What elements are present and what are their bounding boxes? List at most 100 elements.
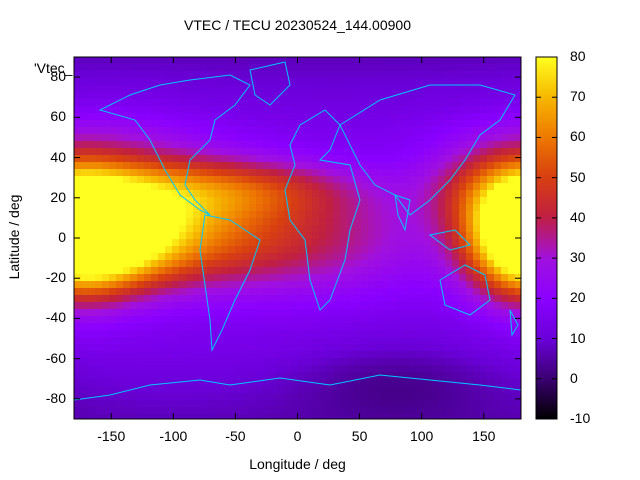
- heatmap-cell: [151, 386, 159, 394]
- heatmap-cell: [235, 176, 243, 184]
- heatmap-cell: [452, 85, 460, 93]
- heatmap-cell: [459, 274, 467, 282]
- heatmap-cell: [487, 176, 495, 184]
- heatmap-cell: [116, 57, 124, 65]
- heatmap-cell: [326, 239, 334, 247]
- heatmap-cell: [480, 141, 488, 149]
- heatmap-cell: [382, 288, 390, 296]
- heatmap-cell: [151, 232, 159, 240]
- heatmap-cell: [200, 344, 208, 352]
- heatmap-cell: [396, 400, 404, 408]
- heatmap-cell: [389, 246, 397, 254]
- heatmap-cell: [102, 316, 110, 324]
- heatmap-cell: [95, 190, 103, 198]
- heatmap-cell: [319, 169, 327, 177]
- heatmap-cell: [438, 120, 446, 128]
- heatmap-cell: [445, 365, 453, 373]
- heatmap-cell: [172, 176, 180, 184]
- heatmap-cell: [515, 379, 521, 387]
- heatmap-cell: [354, 253, 362, 261]
- heatmap-cell: [284, 85, 292, 93]
- heatmap-cell: [382, 64, 390, 72]
- heatmap-cell: [312, 239, 320, 247]
- heatmap-cell: [179, 169, 187, 177]
- heatmap-cell: [256, 134, 264, 142]
- heatmap-cell: [375, 204, 383, 212]
- heatmap-cell: [347, 57, 355, 65]
- heatmap-cell: [88, 99, 96, 107]
- heatmap-cell: [263, 295, 271, 303]
- heatmap-cell: [249, 288, 257, 296]
- heatmap-cell: [109, 386, 117, 394]
- heatmap-cell: [466, 358, 474, 366]
- heatmap-cell: [298, 267, 306, 275]
- heatmap-cell: [501, 309, 509, 317]
- heatmap-cell: [270, 316, 278, 324]
- heatmap-cell: [165, 393, 173, 401]
- heatmap-cell: [235, 141, 243, 149]
- heatmap-cell: [382, 414, 390, 419]
- heatmap-cell: [298, 358, 306, 366]
- heatmap-cell: [179, 92, 187, 100]
- heatmap-cell: [445, 295, 453, 303]
- heatmap-cell: [403, 337, 411, 345]
- heatmap-cell: [368, 393, 376, 401]
- heatmap-cell: [102, 127, 110, 135]
- heatmap-cell: [116, 393, 124, 401]
- heatmap-cell: [179, 176, 187, 184]
- heatmap-cell: [368, 330, 376, 338]
- heatmap-cell: [214, 246, 222, 254]
- heatmap-cell: [291, 288, 299, 296]
- heatmap-cell: [74, 365, 82, 373]
- heatmap-cell: [305, 281, 313, 289]
- heatmap-cell: [410, 323, 418, 331]
- heatmap-cell: [151, 155, 159, 163]
- heatmap-cell: [123, 330, 131, 338]
- heatmap-cell: [270, 155, 278, 163]
- heatmap-cell: [102, 169, 110, 177]
- heatmap-cell: [116, 414, 124, 419]
- heatmap-cell: [249, 113, 257, 121]
- heatmap-cell: [249, 120, 257, 128]
- heatmap-cell: [480, 92, 488, 100]
- heatmap-cell: [221, 323, 229, 331]
- heatmap-cell: [249, 92, 257, 100]
- heatmap-cell: [410, 176, 418, 184]
- heatmap-cell: [158, 358, 166, 366]
- heatmap-cell: [480, 393, 488, 401]
- heatmap-cell: [375, 85, 383, 93]
- heatmap-cell: [214, 316, 222, 324]
- heatmap-cell: [340, 57, 348, 65]
- heatmap-cell: [354, 372, 362, 380]
- heatmap-cell: [382, 99, 390, 107]
- heatmap-cell: [354, 309, 362, 317]
- heatmap-cell: [375, 92, 383, 100]
- heatmap-cell: [137, 148, 145, 156]
- heatmap-cell: [179, 155, 187, 163]
- heatmap-cell: [389, 64, 397, 72]
- heatmap-cell: [361, 358, 369, 366]
- heatmap-cell: [144, 204, 152, 212]
- heatmap-cell: [221, 400, 229, 408]
- heatmap-cell: [340, 351, 348, 359]
- heatmap-cell: [81, 162, 89, 170]
- heatmap-cell: [326, 134, 334, 142]
- heatmap-cell: [102, 386, 110, 394]
- heatmap-cell: [172, 316, 180, 324]
- heatmap-cell: [144, 295, 152, 303]
- heatmap-cell: [396, 267, 404, 275]
- heatmap-cell: [487, 113, 495, 121]
- heatmap-cell: [130, 92, 138, 100]
- heatmap-cell: [515, 295, 521, 303]
- heatmap-cell: [242, 232, 250, 240]
- heatmap-cell: [102, 239, 110, 247]
- heatmap-cell: [431, 274, 439, 282]
- heatmap-cell: [417, 351, 425, 359]
- heatmap-cell: [221, 246, 229, 254]
- heatmap-cell: [403, 211, 411, 219]
- heatmap-cell: [473, 239, 481, 247]
- heatmap-cell: [221, 211, 229, 219]
- heatmap-cell: [347, 211, 355, 219]
- heatmap-cell: [130, 260, 138, 268]
